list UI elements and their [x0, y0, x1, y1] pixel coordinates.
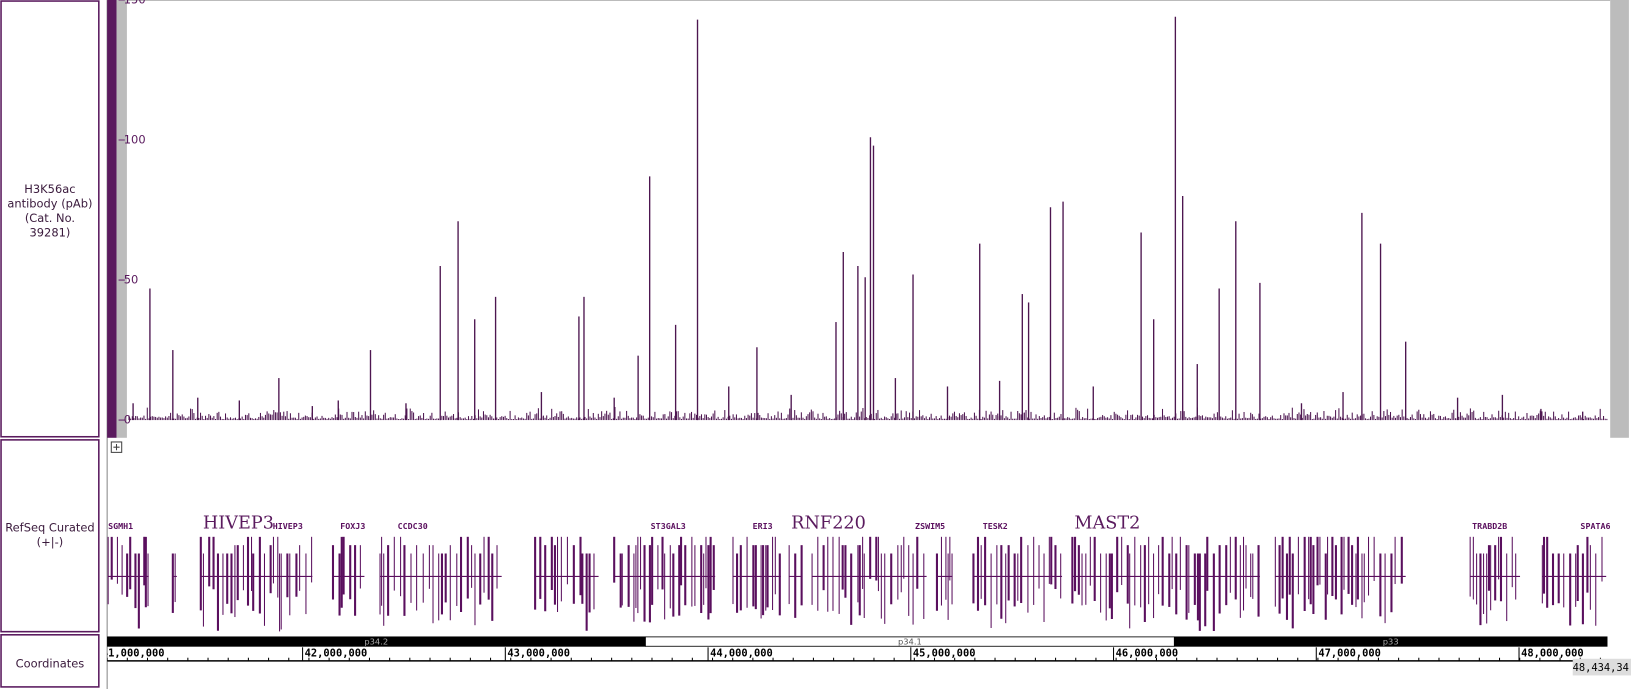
band-label: p34.2: [364, 637, 388, 647]
gene-label: FOXJ3: [340, 521, 365, 531]
y-tick-label: 0: [124, 413, 131, 427]
end-label-bg: [1572, 658, 1631, 676]
gene-label: RNF220: [791, 513, 866, 533]
side-box[interactable]: [0, 439, 100, 633]
expand-icon: [113, 444, 120, 451]
gene-label: ST3GAL3: [651, 521, 686, 531]
y-tick-label: 100: [124, 133, 146, 147]
gene-label: SGMH1: [108, 521, 133, 531]
x-tick-label: 42,000,000: [305, 648, 368, 660]
band-label: p34.1: [898, 637, 922, 647]
coordinates-label: Coordinates: [16, 656, 85, 670]
x-tick-label: 44,000,000: [710, 648, 773, 660]
x-tick-label: 45,000,000: [913, 648, 976, 660]
gene-label: ERI3: [753, 521, 773, 531]
track-handle[interactable]: [116, 0, 127, 438]
side-box[interactable]: [0, 634, 100, 688]
x-tick-label: 46,000,000: [1116, 648, 1179, 660]
gene-label: HIVEP3: [203, 513, 274, 533]
y-tick-label: 50: [124, 273, 139, 287]
signal-label: H3K56ac antibody (pAb) (Cat. No. 39281): [7, 182, 93, 240]
gene-label: ZSWIM5: [915, 521, 945, 531]
x-tick-label: 43,000,000: [507, 648, 570, 660]
side-box[interactable]: [0, 0, 100, 438]
gene-label: HIVEP3: [273, 521, 303, 531]
end-label: 48,434,34: [1573, 662, 1629, 674]
y-tick-label: 150: [124, 0, 146, 7]
scroll-handle[interactable]: [1610, 0, 1629, 438]
band-label: p33: [1383, 637, 1399, 647]
gene-label: MAST2: [1074, 513, 1140, 533]
refseq-label-box: RefSeq Curated (+|-): [5, 521, 95, 550]
signal-label-box: H3K56ac antibody (pAb) (Cat. No. 39281): [7, 182, 93, 240]
x-tick-label: 47,000,000: [1318, 648, 1381, 660]
track-handle[interactable]: [107, 0, 117, 438]
chrom-band: [1173, 636, 1608, 647]
x-tick-label: 48,000,000: [1521, 648, 1584, 660]
gene-label: TRABD2B: [1472, 521, 1507, 531]
refseq-label: RefSeq Curated (+|-): [5, 521, 95, 550]
gene-label: CCDC30: [398, 521, 428, 531]
x-tick-label: 41,000,000: [102, 648, 165, 660]
gene-label: TESK2: [983, 521, 1008, 531]
gene-label: SPATA6: [1580, 521, 1610, 531]
